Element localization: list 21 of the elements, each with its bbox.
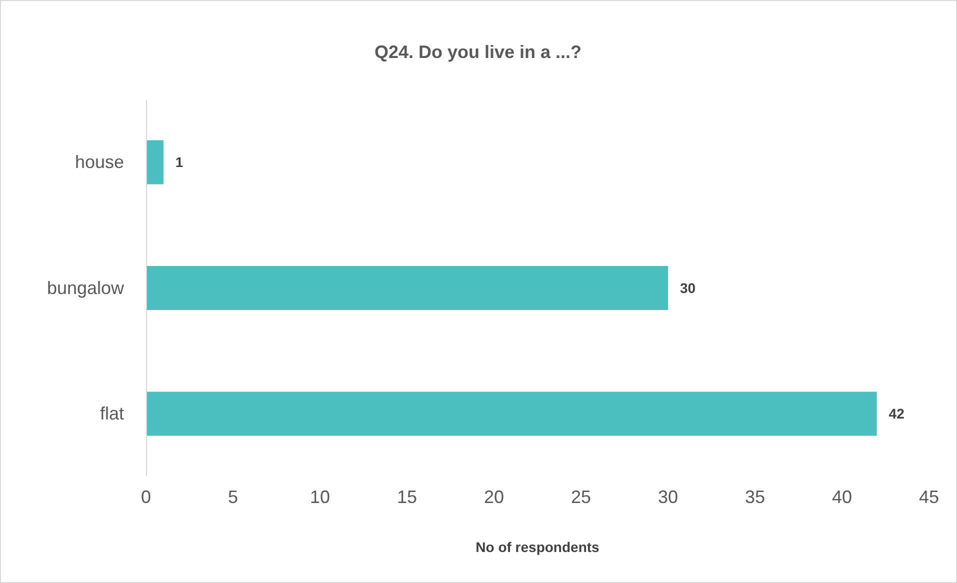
bar [146, 266, 668, 310]
data-label: 30 [680, 280, 696, 296]
data-label: 42 [888, 406, 905, 422]
x-tick-label: 10 [310, 486, 330, 507]
data-label: 1 [175, 154, 184, 170]
x-tick-label: 45 [918, 486, 940, 507]
x-tick-label: 20 [484, 486, 504, 507]
x-tick-label: 40 [832, 486, 852, 507]
x-axis-title: No of respondents [476, 539, 600, 555]
x-tick-label: 35 [744, 486, 766, 507]
bar [146, 140, 164, 184]
y-tick-label: flat [100, 404, 124, 424]
x-tick-label: 0 [140, 486, 152, 507]
y-tick-label: house [74, 152, 124, 172]
x-tick-label: 5 [228, 486, 238, 507]
bar [146, 392, 877, 436]
x-tick-label: 25 [570, 486, 592, 507]
y-tick-label: bungalow [46, 278, 125, 298]
x-tick-label: 30 [658, 486, 678, 507]
chart-title: Q24. Do you live in a ...? [374, 42, 582, 62]
x-tick-label: 15 [396, 486, 418, 507]
